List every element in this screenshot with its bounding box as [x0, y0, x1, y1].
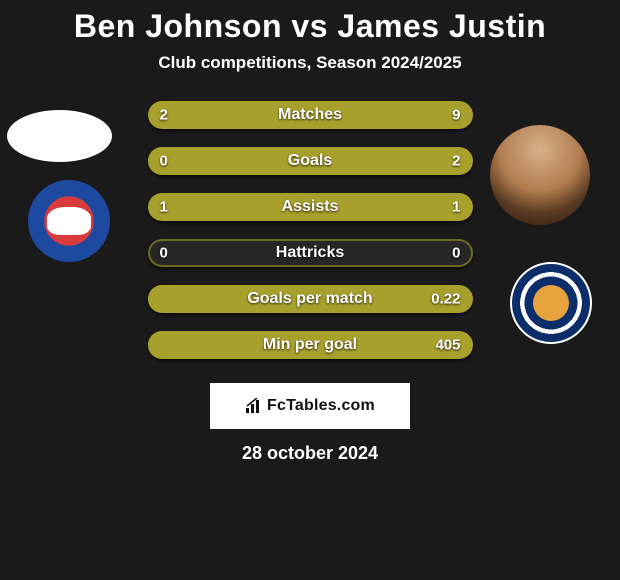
stat-label: Matches [278, 106, 342, 124]
player1-name: Ben Johnson [74, 8, 282, 44]
stat-value-left: 2 [160, 107, 168, 124]
stat-value-right: 0 [452, 245, 460, 262]
comparison-card: Ben Johnson vs James Justin Club competi… [0, 0, 620, 580]
stat-label: Hattricks [276, 244, 344, 262]
player2-name: James Justin [337, 8, 546, 44]
stat-label: Goals per match [247, 290, 372, 308]
club1-badge-icon [28, 180, 110, 262]
date: 28 october 2024 [0, 443, 620, 464]
club2-badge-icon [510, 262, 592, 344]
stat-bar: Goals 0 2 [148, 147, 473, 175]
stat-value-right: 9 [452, 107, 460, 124]
stat-bar: Assists 1 1 [148, 193, 473, 221]
player1-avatar [7, 110, 112, 162]
stat-value-right: 2 [452, 153, 460, 170]
fctables-label: FcTables.com [267, 397, 375, 415]
stat-value-right: 0.22 [431, 291, 460, 308]
stat-bar: Min per goal 405 [148, 331, 473, 359]
stat-label: Assists [282, 198, 339, 216]
fctables-icon [245, 398, 261, 414]
stat-value-right: 405 [435, 337, 460, 354]
fctables-attribution: FcTables.com [210, 383, 410, 429]
title: Ben Johnson vs James Justin [0, 8, 620, 45]
stat-value-right: 1 [452, 199, 460, 216]
stat-value-left: 0 [160, 153, 168, 170]
stat-value-left: 0 [160, 245, 168, 262]
stat-label: Goals [288, 152, 332, 170]
stat-bar-left-fill [148, 101, 207, 129]
stat-bar: Matches 2 9 [148, 101, 473, 129]
club2-badge-inner-icon [533, 285, 569, 321]
stat-value-left: 1 [160, 199, 168, 216]
player2-avatar [490, 125, 590, 225]
stat-label: Min per goal [263, 336, 357, 354]
subtitle: Club competitions, Season 2024/2025 [0, 53, 620, 73]
stat-bar: Goals per match 0.22 [148, 285, 473, 313]
stat-bar: Hattricks 0 0 [148, 239, 473, 267]
vs-text: vs [291, 8, 328, 44]
club1-badge-inner-icon [47, 207, 91, 236]
